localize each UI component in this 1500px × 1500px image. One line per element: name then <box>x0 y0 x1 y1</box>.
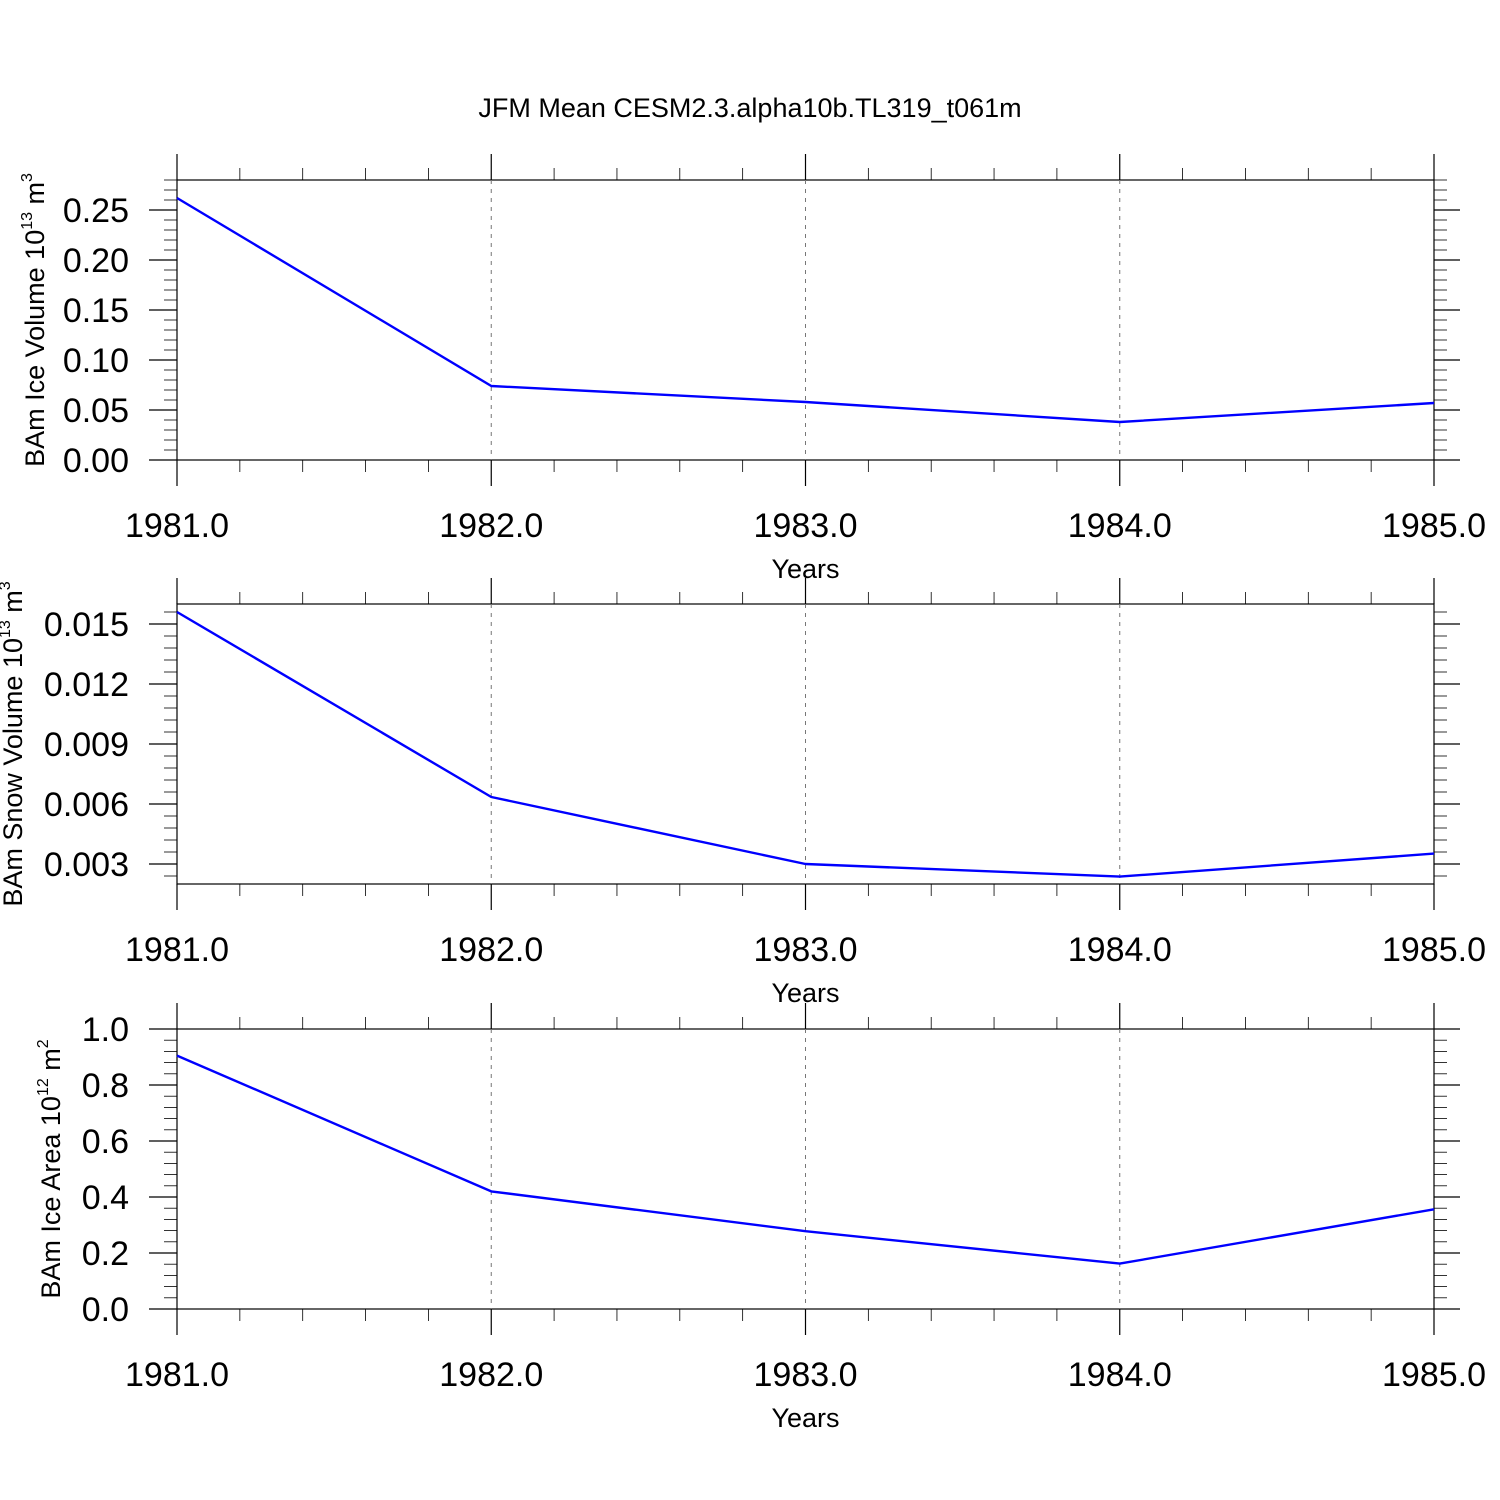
y-tick-label: 0.009 <box>44 726 129 764</box>
panel-3: 1981.0 1982.0 1983.0 1984.0 1985.0 0.0 0.2 0.4 0… <box>35 1003 1486 1433</box>
chart-title: JFM Mean CESM2.3.alpha10b.TL319_t061m <box>478 93 1021 123</box>
x-tick-label: 1984.0 <box>1068 507 1172 545</box>
x-tick-label: 1985.0 <box>1382 931 1486 969</box>
panel-1: 1981.0 1982.0 1983.0 1984.0 1985.0 0.00 0.05 0.… <box>19 154 1486 584</box>
x-tick-label: 1982.0 <box>439 507 543 545</box>
y-axis-label-unit: m <box>20 182 50 212</box>
y-tick-label: 0.6 <box>82 1123 129 1161</box>
x-tick-label: 1981.0 <box>125 507 229 545</box>
y-axis-label: BAm Ice Area 1012 m2 <box>35 1039 66 1298</box>
y-tick-label: 1.0 <box>82 1011 129 1049</box>
y-axis-label-unit-exponent: 3 <box>19 173 36 182</box>
y-tick-label: 0.006 <box>44 786 129 824</box>
x-tick-label: 1984.0 <box>1068 931 1172 969</box>
y-tick-label: 0.015 <box>44 606 129 644</box>
y-tick-label: 0.05 <box>63 392 129 430</box>
y-tick-label: 0.2 <box>82 1235 129 1273</box>
x-tick-label: 1983.0 <box>754 931 858 969</box>
y-tick-label: 0.00 <box>63 442 129 480</box>
x-axis-label: Years <box>771 1403 839 1433</box>
x-tick-label: 1985.0 <box>1382 507 1486 545</box>
y-axis-label-exponent: 13 <box>0 620 14 638</box>
y-tick-label: 0.10 <box>63 342 129 380</box>
y-tick-label: 0.003 <box>44 846 129 884</box>
y-axis-label-exponent: 13 <box>19 212 36 230</box>
y-tick-label: 0.8 <box>82 1067 129 1105</box>
x-tick-label: 1981.0 <box>125 931 229 969</box>
x-tick-label: 1983.0 <box>754 1356 858 1394</box>
y-axis-label-unit: m <box>36 1048 66 1078</box>
panels: 1981.0 1982.0 1983.0 1984.0 1985.0 0.00 0.05 0.… <box>0 154 1486 1433</box>
y-axis-label-exponent: 12 <box>35 1078 52 1096</box>
y-tick-label: 0.0 <box>82 1291 129 1329</box>
x-tick-label: 1981.0 <box>125 1356 229 1394</box>
x-tick-label: 1983.0 <box>754 507 858 545</box>
y-axis-label-unit: m <box>0 590 28 620</box>
y-tick-label: 0.4 <box>82 1179 129 1217</box>
x-tick-label: 1982.0 <box>439 931 543 969</box>
y-axis-label: BAm Snow Volume 1013 m3 <box>0 581 28 906</box>
y-axis-label-text: BAm Ice Volume 10 <box>20 230 50 467</box>
x-tick-label: 1982.0 <box>439 1356 543 1394</box>
y-tick-label: 0.20 <box>63 242 129 280</box>
y-tick-label: 0.25 <box>63 192 129 230</box>
x-tick-label: 1984.0 <box>1068 1356 1172 1394</box>
y-axis-label-unit-exponent: 2 <box>35 1039 52 1048</box>
y-axis-label: BAm Ice Volume 1013 m3 <box>19 173 50 467</box>
y-tick-label: 0.15 <box>63 292 129 330</box>
y-tick-label: 0.012 <box>44 666 129 704</box>
y-axis-label-unit-exponent: 3 <box>0 581 14 590</box>
panel-2: 1981.0 1982.0 1983.0 1984.0 1985.0 0.003 0.006… <box>0 578 1486 1008</box>
x-tick-label: 1985.0 <box>1382 1356 1486 1394</box>
y-axis-label-text: BAm Ice Area 10 <box>36 1096 66 1299</box>
y-axis-label-text: BAm Snow Volume 10 <box>0 638 28 907</box>
